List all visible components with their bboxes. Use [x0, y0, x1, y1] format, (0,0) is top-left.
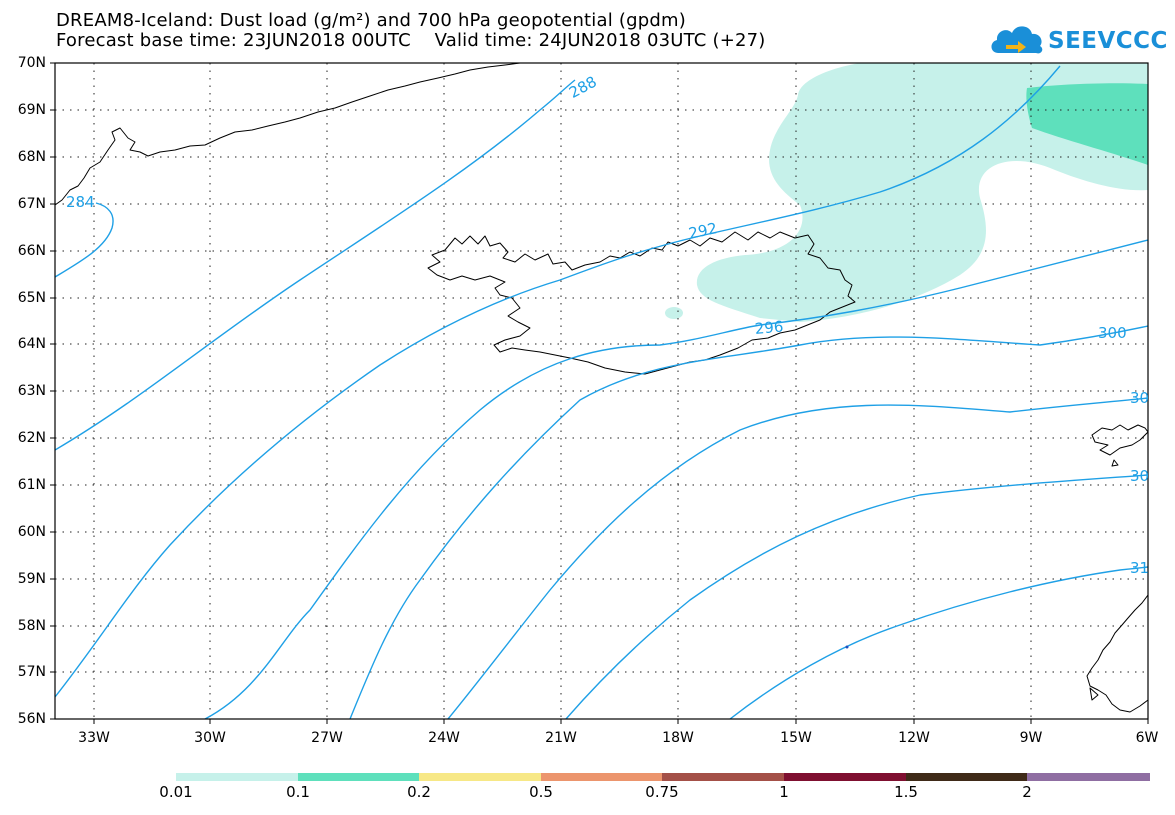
- lon-label: 18W: [662, 730, 694, 746]
- colorbar-label: 0.1: [286, 783, 310, 801]
- lat-label: 60N: [17, 524, 46, 540]
- contour-label-312: 31: [1130, 559, 1150, 577]
- contour-292: [55, 65, 1061, 698]
- colorbar-swatch-0: [176, 773, 298, 781]
- coastlines: [55, 63, 1148, 713]
- colorbar-swatch-3: [541, 773, 662, 781]
- colorbar-label: 0.01: [159, 783, 193, 801]
- map-title: DREAM8-Iceland: Dust load (g/m²) and 700…: [56, 10, 686, 31]
- lat-label: 61N: [17, 477, 46, 493]
- map-subtitle: Forecast base time: 23JUN2018 00UTC Vali…: [56, 30, 766, 51]
- contour-label-308: 30: [1130, 467, 1150, 485]
- point-marker: [845, 645, 849, 649]
- lat-label: 70N: [17, 55, 46, 71]
- dust-area-medium: [1026, 83, 1148, 165]
- colorbar-label: 1.5: [894, 783, 918, 801]
- contour-label-304: 30: [1130, 389, 1150, 407]
- lon-label: 30W: [194, 730, 226, 746]
- iceland-coast: [427, 231, 856, 375]
- colorbar-swatch-4: [662, 773, 784, 781]
- contour-304: [447, 397, 1148, 719]
- lat-label: 63N: [17, 383, 46, 399]
- logo-text: SEEVCCC: [1048, 28, 1168, 54]
- contour-288: [55, 79, 576, 451]
- greenland-coast: [55, 63, 521, 206]
- colorbar-swatch-7: [1027, 773, 1150, 781]
- contour-284: [55, 202, 114, 278]
- contour-312: [729, 566, 1148, 719]
- lon-label: 24W: [428, 730, 460, 746]
- contour-300: [349, 325, 1148, 719]
- contour-296: [204, 239, 1148, 719]
- lat-label: 59N: [17, 571, 46, 587]
- lat-label: 65N: [17, 290, 46, 306]
- lon-label: 12W: [898, 730, 930, 746]
- lat-label: 68N: [17, 149, 46, 165]
- lat-label: 64N: [17, 336, 46, 352]
- lon-label: 21W: [545, 730, 577, 746]
- contour-label-296: 296: [754, 317, 785, 338]
- colorbar-label: 1: [779, 783, 789, 801]
- contour-308: [565, 474, 1148, 719]
- axis-ticks: [50, 62, 1149, 724]
- seevccc-logo: SEEVCCC: [988, 19, 1167, 61]
- colorbar-swatch-2: [419, 773, 541, 781]
- lat-label: 69N: [17, 102, 46, 118]
- geopotential-contours: [55, 65, 1148, 719]
- colorbar-label: 2: [1022, 783, 1032, 801]
- lon-label: 15W: [780, 730, 812, 746]
- colorbar-label: 0.5: [529, 783, 553, 801]
- colorbar-swatch-1: [298, 773, 419, 781]
- colorbar-label: 0.75: [645, 783, 679, 801]
- colorbar-swatch-6: [906, 773, 1027, 781]
- faroe-coast: [1091, 424, 1148, 456]
- lat-label: 58N: [17, 618, 46, 634]
- lon-label: 9W: [1019, 730, 1043, 746]
- lon-label: 33W: [78, 730, 110, 746]
- colorbar-swatch-5: [784, 773, 906, 781]
- scotland-coast: [1086, 594, 1148, 713]
- lat-label: 62N: [17, 430, 46, 446]
- lat-label: 57N: [17, 664, 46, 680]
- lon-label: 27W: [311, 730, 343, 746]
- lat-label: 67N: [17, 196, 46, 212]
- lat-label: 66N: [17, 243, 46, 259]
- colorbar-label: 0.2: [407, 783, 431, 801]
- lat-label: 56N: [17, 711, 46, 727]
- cloud-icon: [991, 26, 1043, 54]
- lon-label: 6W: [1135, 730, 1159, 746]
- colorbar: [176, 773, 1150, 781]
- contour-label-284: 284: [66, 193, 95, 211]
- contour-label-300: 300: [1098, 324, 1127, 342]
